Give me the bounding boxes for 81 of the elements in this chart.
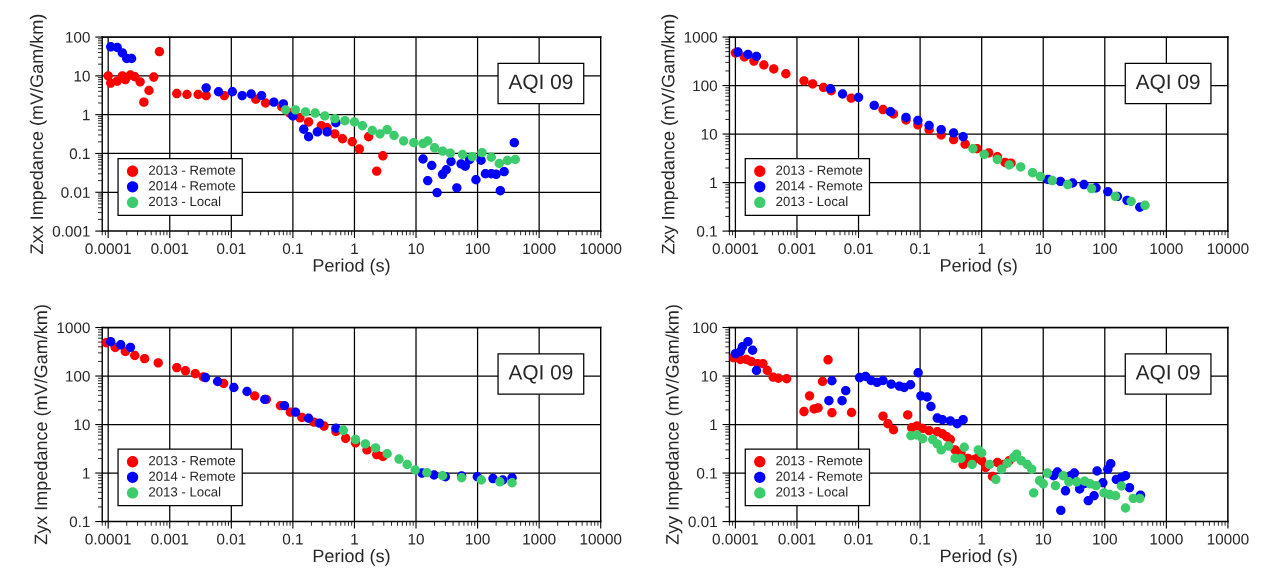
legend-label: 2013 - Remote xyxy=(776,165,863,175)
x-tick-label: 0.0001 xyxy=(85,243,131,255)
x-tick-label: 0.01 xyxy=(844,243,873,255)
legend-label: 2014 - Remote xyxy=(776,471,863,481)
y-tick-label: 0.1 xyxy=(69,148,90,160)
x-tick-label: 100 xyxy=(466,533,490,545)
x-tick-label: 10000 xyxy=(1207,243,1249,255)
x-tick-label: 0.01 xyxy=(844,533,873,545)
x-axis-title: Period (s) xyxy=(313,548,390,566)
x-tick-label: 10 xyxy=(408,533,424,545)
x-tick-label: 100 xyxy=(1093,243,1117,255)
x-tick-label: 10000 xyxy=(580,533,622,545)
y-tick-label: 0.01 xyxy=(688,516,717,528)
y-tick-label: 1 xyxy=(83,468,90,479)
x-tick-label: 100 xyxy=(466,243,490,255)
x-tick-label: 0.001 xyxy=(778,533,816,545)
y-tick-label: 100 xyxy=(66,370,90,382)
y-tick-label: 1 xyxy=(710,419,717,431)
x-tick-label: 0.1 xyxy=(282,533,303,545)
y-tick-label: 1 xyxy=(710,177,717,189)
x-tick-label: 1000 xyxy=(523,533,556,545)
x-tick-label: 0.0001 xyxy=(712,533,759,545)
y-tick-label: 0.01 xyxy=(61,187,90,198)
x-tick-label: 100 xyxy=(1093,533,1117,545)
y-tick-label: 1 xyxy=(83,109,90,121)
x-tick-label: 0.001 xyxy=(151,243,189,255)
legend-label: 2013 - Local xyxy=(149,486,221,497)
x-tick-label: 0.0001 xyxy=(85,533,131,545)
x-tick-label: 0.001 xyxy=(778,243,816,255)
x-axis-title: Period (s) xyxy=(941,258,1017,276)
x-tick-label: 1 xyxy=(978,243,986,254)
y-tick-label: 100 xyxy=(66,31,90,43)
y-axis-title: Zxx Impedance (mV/Gam/km) xyxy=(29,14,47,254)
legend-label: 2014 - Remote xyxy=(776,181,863,191)
x-tick-label: 1000 xyxy=(1150,243,1183,255)
y-tick-label: 100 xyxy=(693,80,718,92)
y-tick-label: 1000 xyxy=(684,31,718,43)
x-tick-label: 0.001 xyxy=(151,533,189,545)
y-tick-label: 0.001 xyxy=(52,225,90,237)
annotation: AQI 09 xyxy=(1135,74,1200,93)
y-axis-title: Zxy Impedance (mV/Gam/km) xyxy=(661,14,679,254)
legend-label: 2013 - Local xyxy=(149,196,221,207)
x-tick-label: 0.1 xyxy=(910,533,930,545)
annotation: AQI 09 xyxy=(508,74,573,93)
x-tick-label: 10 xyxy=(1035,533,1052,545)
y-tick-label: 10 xyxy=(701,370,718,382)
annotation: AQI 09 xyxy=(1135,364,1200,384)
y-tick-label: 10 xyxy=(74,70,90,82)
x-tick-label: 0.1 xyxy=(282,243,303,255)
x-tick-label: 1 xyxy=(351,533,358,545)
y-tick-label: 0.1 xyxy=(696,225,717,237)
y-tick-label: 0.1 xyxy=(696,467,717,479)
y-tick-label: 100 xyxy=(693,322,718,334)
legend-label: 2014 - Remote xyxy=(149,181,236,191)
x-tick-label: 1000 xyxy=(1150,533,1183,545)
legend-label: 2013 - Local xyxy=(776,196,848,207)
x-tick-label: 0.01 xyxy=(217,533,246,545)
x-tick-label: 1000 xyxy=(523,243,556,255)
y-axis-title: Zyx Impedance (mV/Gam/km) xyxy=(34,305,51,545)
y-axis-title: Zyy Impedance (mV/Gam/km) xyxy=(665,305,683,545)
x-axis-title: Period (s) xyxy=(313,258,390,276)
x-tick-label: 10000 xyxy=(1207,533,1249,545)
legend-label: 2013 - Remote xyxy=(149,165,236,175)
y-tick-label: 0.1 xyxy=(69,516,90,528)
x-tick-label: 1 xyxy=(351,243,358,254)
x-axis-title: Period (s) xyxy=(941,548,1017,566)
legend-label: 2014 - Remote xyxy=(149,471,236,481)
x-tick-label: 0.01 xyxy=(217,243,246,255)
x-tick-label: 10 xyxy=(1035,243,1052,255)
x-tick-label: 10 xyxy=(408,243,424,255)
x-tick-label: 0.0001 xyxy=(712,243,759,255)
legend-label: 2013 - Local xyxy=(776,486,848,497)
legend-label: 2013 - Remote xyxy=(149,455,236,466)
y-tick-label: 10 xyxy=(701,128,718,140)
annotation: AQI 09 xyxy=(508,364,573,384)
y-tick-label: 10 xyxy=(74,419,90,431)
y-tick-label: 1000 xyxy=(57,322,90,334)
x-tick-label: 0.1 xyxy=(910,243,930,255)
legend-label: 2013 - Remote xyxy=(776,455,863,466)
x-tick-label: 1 xyxy=(978,533,986,545)
x-tick-label: 10000 xyxy=(580,243,622,255)
